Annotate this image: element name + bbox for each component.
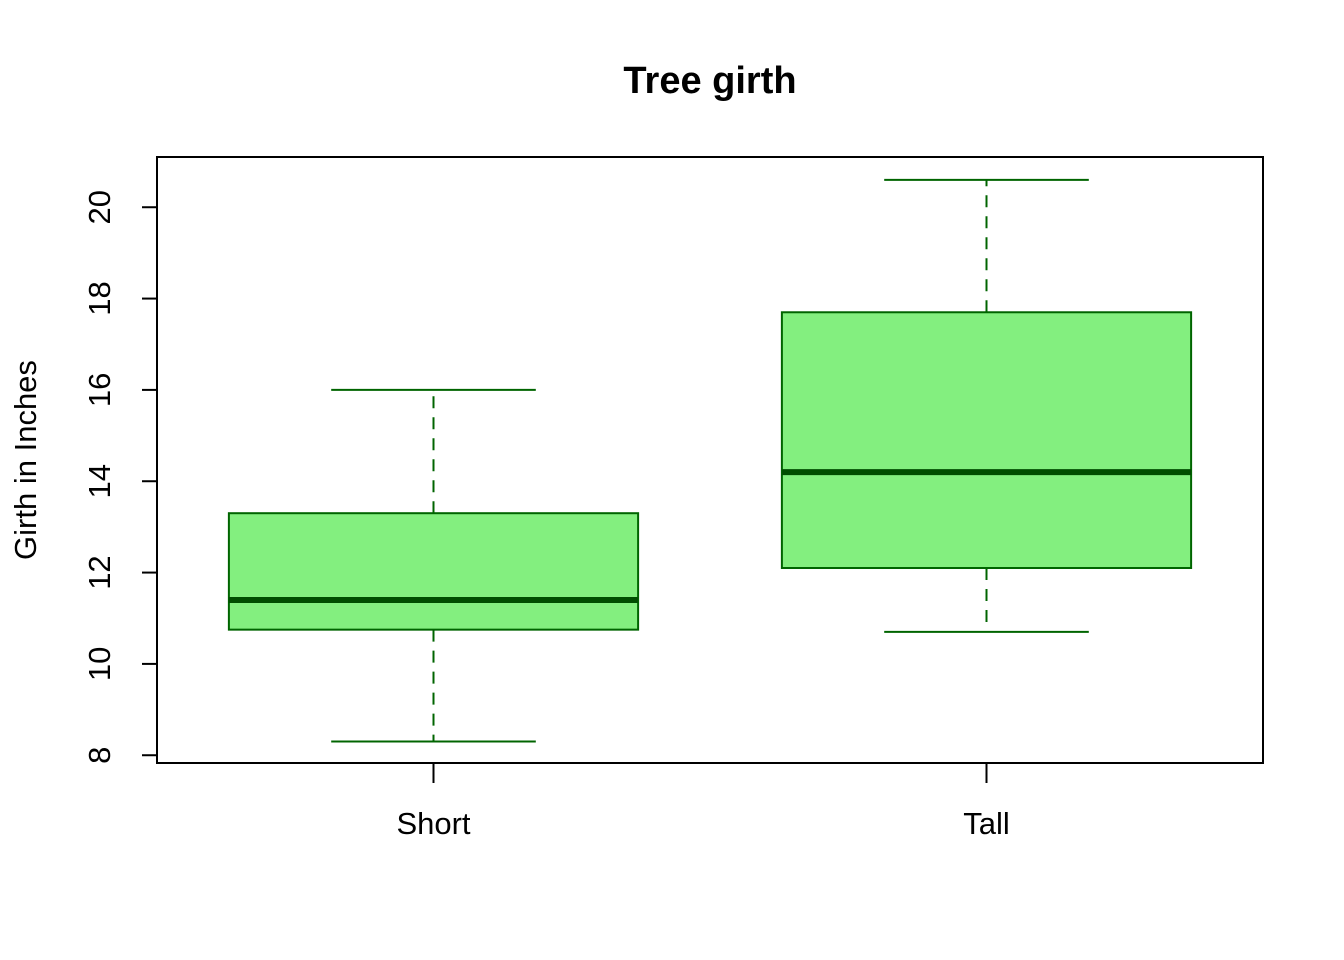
box-iqr — [780, 311, 1193, 570]
y-tick-label: 10 — [82, 647, 117, 681]
chart-title: Tree girth — [623, 60, 796, 102]
boxes — [227, 178, 1193, 743]
x-axis: Short Tall — [396, 763, 1010, 841]
y-tick-label: 18 — [82, 281, 117, 315]
y-tick-label: 16 — [82, 373, 117, 407]
y-tick-label: 14 — [82, 464, 117, 498]
y-tick-label: 12 — [82, 555, 117, 589]
x-tick-label: Short — [396, 806, 470, 841]
box-iqr — [227, 512, 640, 631]
y-axis: 8 10 12 14 16 18 20 — [82, 190, 158, 764]
box-short — [227, 388, 640, 743]
y-tick-label: 20 — [82, 190, 117, 224]
box-tall — [780, 178, 1193, 633]
y-tick-label: 8 — [82, 747, 117, 764]
y-axis-label: Girth in Inches — [8, 360, 43, 560]
x-tick-label: Tall — [963, 806, 1010, 841]
